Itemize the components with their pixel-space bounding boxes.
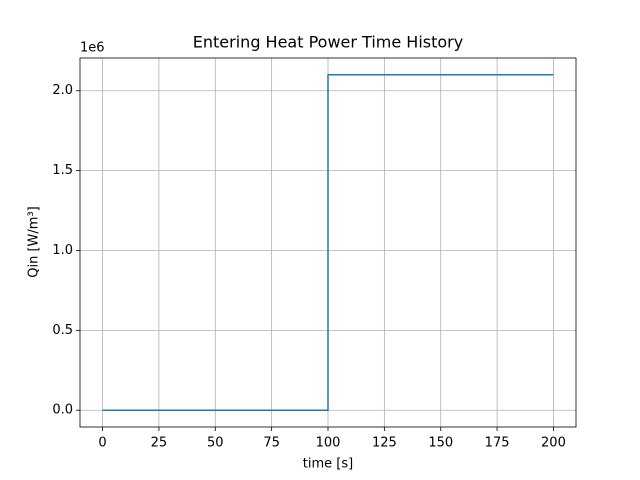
x-tick-label: 200 xyxy=(541,436,566,451)
x-tick-label: 25 xyxy=(151,436,168,451)
y-tick-label: 0.5 xyxy=(52,323,73,338)
y-axis-label: Qin [W/m³] xyxy=(27,206,42,277)
data-line xyxy=(102,74,554,411)
y-tick-label: 1.0 xyxy=(52,243,73,258)
y-tick-label: 0.0 xyxy=(52,403,73,418)
x-tick-label: 50 xyxy=(207,436,224,451)
y-tick-label: 2.0 xyxy=(52,83,73,98)
x-tick-label: 100 xyxy=(316,436,341,451)
y-tick-label: 1.5 xyxy=(52,163,73,178)
x-tick-label: 125 xyxy=(372,436,397,451)
x-tick-label: 75 xyxy=(263,436,280,451)
x-tick-label: 0 xyxy=(98,436,106,451)
x-tick-label: 150 xyxy=(428,436,453,451)
x-axis-label: time [s] xyxy=(303,457,353,472)
x-tick-label: 175 xyxy=(485,436,510,451)
y-offset-label: 1e6 xyxy=(80,41,105,56)
chart-title: Entering Heat Power Time History xyxy=(193,33,463,52)
plot-frame xyxy=(79,57,577,428)
